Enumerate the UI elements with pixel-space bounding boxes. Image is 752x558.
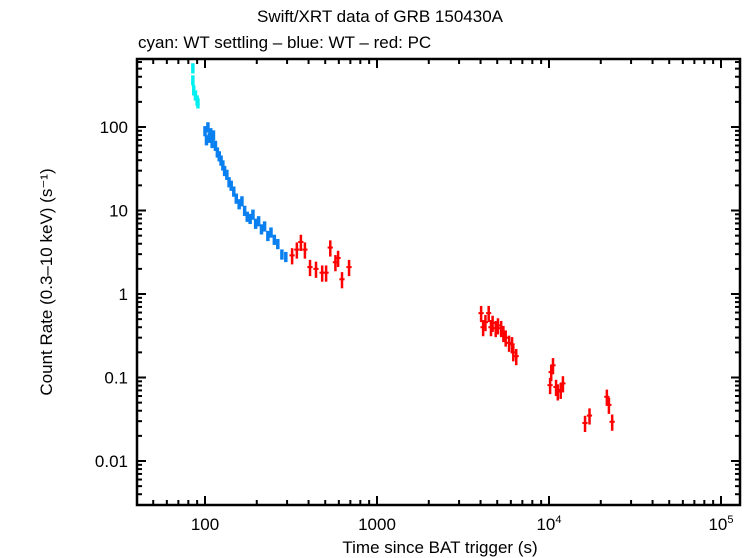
data-point	[262, 221, 267, 232]
data-point	[204, 135, 209, 146]
data-point	[191, 75, 195, 86]
x-tick-exponent: 4	[555, 514, 561, 526]
data-point	[346, 259, 352, 277]
y-tick-label: 10	[109, 202, 128, 221]
data-point	[323, 265, 329, 282]
data-point	[294, 242, 300, 259]
x-axis-label: Time since BAT trigger (s)	[342, 538, 537, 557]
data-point	[219, 155, 223, 166]
data-point	[266, 230, 270, 242]
data-point	[560, 376, 566, 393]
data-point	[503, 330, 509, 347]
data-point	[495, 318, 501, 335]
chart-subtitle: cyan: WT settling – blue: WT – red: PC	[138, 33, 431, 52]
data-point	[208, 128, 213, 139]
data-point	[482, 314, 489, 332]
data-point	[276, 238, 280, 250]
x-tick-labels: 100 1000 104 105	[191, 514, 734, 534]
data-point	[582, 415, 588, 433]
data-point	[478, 305, 484, 323]
data-point	[486, 305, 492, 323]
data-point	[245, 211, 249, 222]
data-point	[586, 408, 593, 425]
data-point	[609, 414, 615, 431]
data-point	[191, 63, 195, 74]
x-tick-label: 104	[536, 514, 561, 534]
x-tick-label: 105	[708, 514, 733, 534]
y-tick-label: 0.1	[104, 369, 128, 388]
x-tick-label: 100	[191, 515, 219, 534]
data-point	[240, 196, 244, 207]
data-point	[339, 272, 345, 289]
data-point	[513, 348, 519, 366]
data-point	[327, 240, 333, 257]
data-point	[298, 234, 304, 251]
data-point	[550, 358, 556, 375]
data-point	[302, 242, 308, 259]
y-tick-label: 0.01	[95, 452, 128, 471]
data-point	[196, 98, 200, 109]
data-point	[203, 126, 207, 137]
data-point	[242, 205, 247, 216]
x-tick-exponent: 5	[727, 514, 733, 526]
data-point	[256, 216, 261, 227]
data-point	[225, 169, 229, 180]
y-tick-label: 1	[119, 285, 128, 304]
axis-ticks	[137, 59, 740, 505]
data-point	[206, 122, 210, 133]
data-point	[229, 180, 233, 191]
data-point	[232, 186, 236, 197]
data-point	[506, 335, 512, 352]
data-point	[237, 199, 241, 210]
data-point	[272, 234, 277, 245]
data-point	[253, 218, 258, 229]
data-point	[604, 389, 610, 406]
data-point	[211, 130, 216, 141]
data-point	[234, 193, 239, 204]
data-point	[248, 213, 252, 225]
data-point	[307, 259, 313, 277]
plot-frame	[135, 57, 742, 507]
data-points	[191, 63, 615, 433]
data-point	[510, 345, 516, 362]
data-point	[313, 261, 319, 278]
y-tick-labels: 100 10 1 0.1 0.01	[95, 118, 128, 471]
data-point	[335, 250, 341, 267]
x-tick-label: 1000	[358, 515, 396, 534]
data-point	[489, 315, 496, 332]
chart-title: Swift/XRT data of GRB 150430A	[257, 7, 504, 26]
y-axis-label: Count Rate (0.3–10 keV) (s⁻¹)	[37, 168, 56, 395]
data-point	[259, 224, 264, 235]
data-point	[269, 227, 273, 238]
data-point	[289, 248, 295, 265]
data-point	[284, 251, 288, 263]
data-point	[251, 209, 255, 220]
y-tick-label: 100	[100, 118, 128, 137]
data-point	[280, 249, 284, 260]
data-point	[606, 397, 612, 414]
data-point	[213, 140, 218, 151]
